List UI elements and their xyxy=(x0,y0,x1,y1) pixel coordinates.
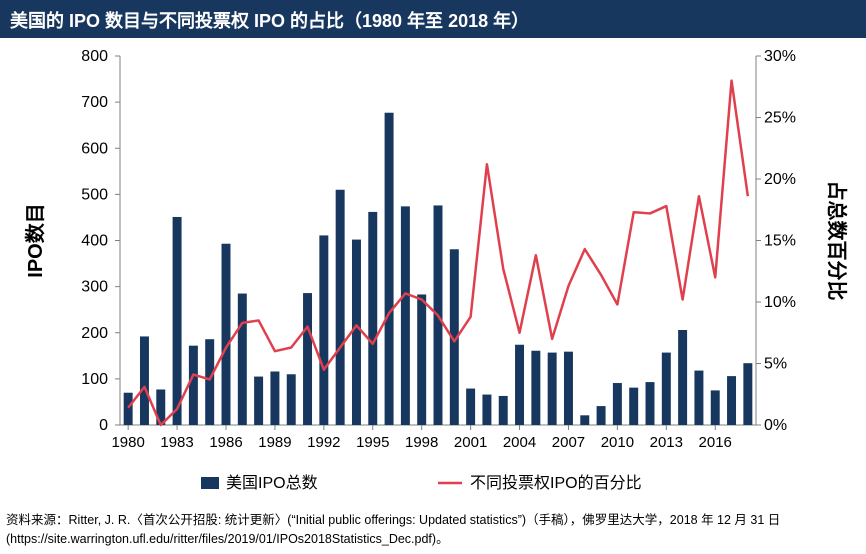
right-tick-label: 30% xyxy=(764,48,796,65)
bar xyxy=(286,374,296,425)
chart-title: 美国的 IPO 数目与不同投票权 IPO 的占比（1980 年至 2018 年） xyxy=(10,11,530,31)
right-tick-label: 20% xyxy=(764,171,796,188)
bar xyxy=(205,339,215,425)
bar xyxy=(335,189,345,425)
bar xyxy=(156,389,166,425)
bar xyxy=(612,383,622,425)
bar xyxy=(629,387,639,425)
legend-label-line: 不同投票权IPO的百分比 xyxy=(470,474,642,492)
bar xyxy=(254,376,264,425)
bar xyxy=(466,388,476,425)
x-tick-label: 2016 xyxy=(699,434,732,451)
bar xyxy=(710,390,720,425)
bar xyxy=(563,351,573,425)
bar xyxy=(498,395,508,425)
bar xyxy=(515,344,525,425)
x-tick-label: 2001 xyxy=(454,434,487,451)
right-tick-label: 10% xyxy=(764,294,796,311)
line-series xyxy=(127,79,750,427)
legend-swatch-bar xyxy=(201,477,219,489)
left-tick-label: 0 xyxy=(99,417,108,434)
x-tick-label: 2010 xyxy=(601,434,634,451)
left-tick-label: 100 xyxy=(81,371,108,388)
bar-series xyxy=(123,112,753,425)
x-tick-label: 1995 xyxy=(356,434,389,451)
left-tick-label: 600 xyxy=(81,140,108,157)
right-tick-label: 5% xyxy=(764,356,787,373)
axis-labels: 0 100 200 300 400 500 600 700 800 0% 5% 10% 15% 20% 25… xyxy=(23,48,849,451)
x-tick-label: 1980 xyxy=(111,434,144,451)
source-note: 资料来源：Ritter, J. R.〈首次公开招股: 统计更新〉(“Initia… xyxy=(6,511,862,549)
bar xyxy=(678,329,688,425)
left-tick-label: 300 xyxy=(81,279,108,296)
bar xyxy=(694,370,704,425)
y-axis-label-right: 占总数百分比 xyxy=(825,181,849,301)
legend: 美国IPO总数 不同投票权IPO的百分比 xyxy=(201,474,642,492)
title-bar: 美国的 IPO 数目与不同投票权 IPO 的占比（1980 年至 2018 年） xyxy=(0,0,866,38)
x-tick-label: 1992 xyxy=(307,434,340,451)
bar xyxy=(368,211,378,425)
bar xyxy=(596,406,606,425)
bar xyxy=(303,293,313,425)
left-tick-label: 500 xyxy=(81,186,108,203)
source-label: 资料来源： xyxy=(6,513,69,527)
bar xyxy=(188,345,198,425)
bar xyxy=(661,352,671,425)
bar xyxy=(547,352,557,425)
x-tick-label: 1989 xyxy=(258,434,291,451)
left-tick-label: 200 xyxy=(81,325,108,342)
bar xyxy=(384,112,394,425)
bar xyxy=(400,206,410,425)
left-tick-label: 400 xyxy=(81,233,108,250)
bar xyxy=(237,293,247,425)
x-tick-label: 1986 xyxy=(209,434,242,451)
right-tick-label: 25% xyxy=(764,110,796,127)
left-tick-label: 700 xyxy=(81,94,108,111)
x-tick-label: 2013 xyxy=(650,434,683,451)
x-tick-label: 2007 xyxy=(552,434,585,451)
bar xyxy=(580,415,590,425)
bar xyxy=(172,216,182,425)
source-text: Ritter, J. R.〈首次公开招股: 统计更新〉(“Initial pub… xyxy=(6,513,781,546)
left-tick-label: 800 xyxy=(81,48,108,65)
bar xyxy=(221,243,231,425)
bar xyxy=(645,382,655,425)
bar xyxy=(449,249,459,425)
y-axis-label-left: IPO数目 xyxy=(23,203,47,277)
bar xyxy=(482,394,492,425)
x-tick-label: 1983 xyxy=(160,434,193,451)
right-tick-label: 0% xyxy=(764,417,787,434)
right-tick-label: 15% xyxy=(764,233,796,250)
bar xyxy=(139,336,149,425)
bar xyxy=(417,294,427,425)
bar xyxy=(270,371,280,425)
x-tick-label: 1998 xyxy=(405,434,438,451)
bar xyxy=(351,239,361,425)
bar xyxy=(743,363,753,425)
chart: 0 100 200 300 400 500 600 700 800 0% 5% 10% 15% 20% 25… xyxy=(23,48,849,492)
bar xyxy=(123,392,133,425)
bar xyxy=(727,376,737,425)
bar xyxy=(319,235,329,425)
x-tick-label: 2004 xyxy=(503,434,536,451)
legend-label-bar: 美国IPO总数 xyxy=(226,474,318,492)
bar xyxy=(531,350,541,425)
